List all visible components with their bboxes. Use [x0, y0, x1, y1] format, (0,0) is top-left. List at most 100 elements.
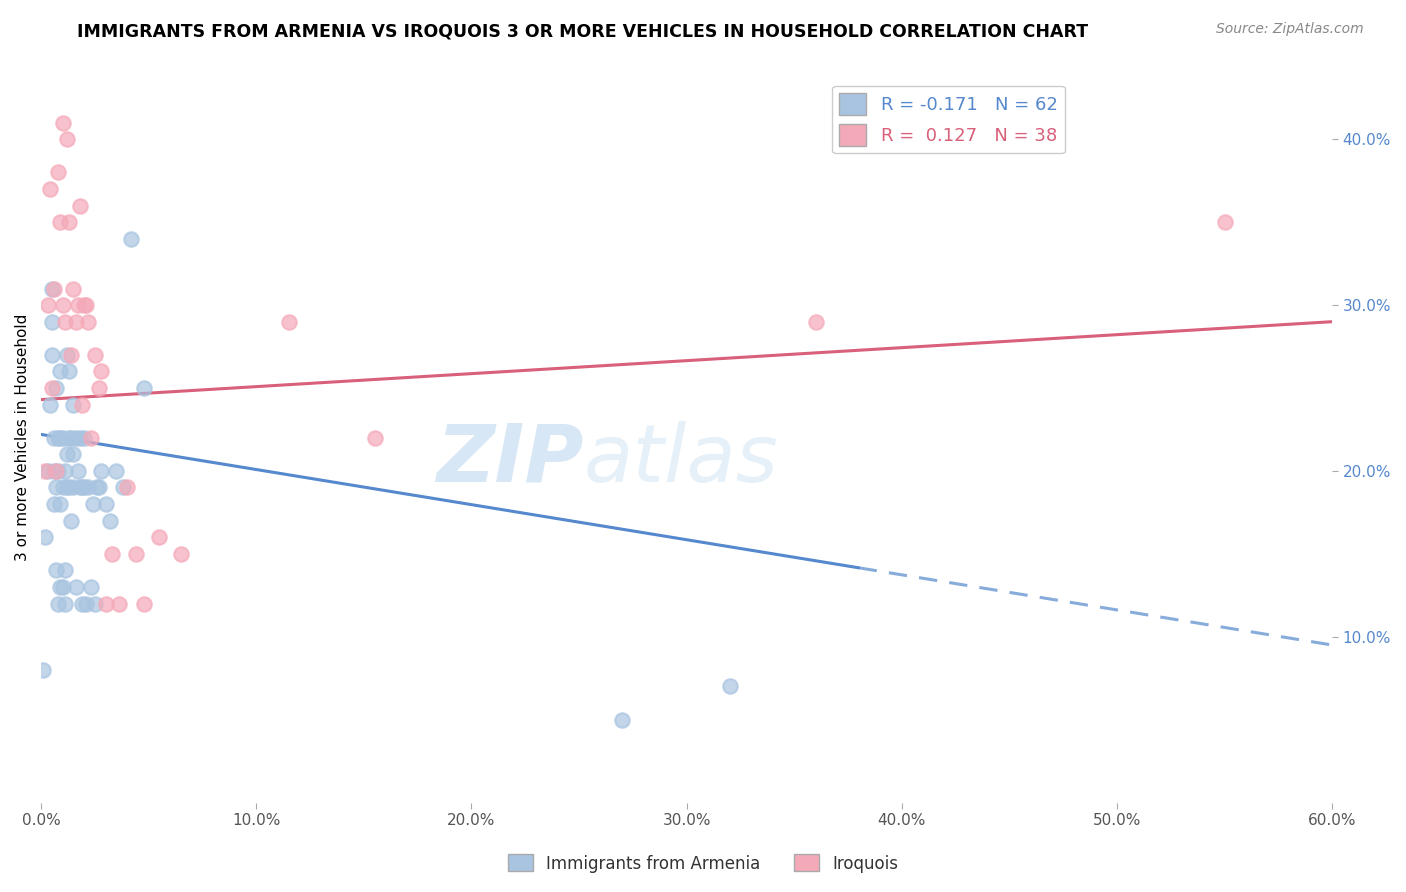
- Point: [60, 431, 83, 445]
- Point: [62, 281, 84, 295]
- Point: [42, 281, 65, 295]
- Point: [53, 464, 76, 478]
- Point: [73, 431, 96, 445]
- Point: [89, 481, 111, 495]
- Point: [69, 481, 91, 495]
- Point: [66, 464, 89, 478]
- Point: [52, 116, 75, 130]
- Point: [90, 464, 112, 478]
- Y-axis label: 3 or more Vehicles in Household: 3 or more Vehicles in Household: [15, 314, 30, 561]
- Point: [38, 398, 60, 412]
- Point: [134, 381, 156, 395]
- Point: [1213, 215, 1236, 229]
- Text: atlas: atlas: [583, 421, 778, 499]
- Point: [82, 497, 104, 511]
- Point: [37, 464, 59, 478]
- Point: [75, 298, 97, 312]
- Point: [58, 364, 80, 378]
- Point: [804, 315, 827, 329]
- Point: [70, 481, 93, 495]
- Point: [53, 597, 76, 611]
- Point: [52, 298, 75, 312]
- Point: [45, 563, 67, 577]
- Point: [41, 281, 63, 295]
- Point: [58, 431, 80, 445]
- Point: [69, 431, 91, 445]
- Point: [45, 464, 67, 478]
- Point: [41, 315, 63, 329]
- Point: [718, 680, 741, 694]
- Point: [65, 315, 87, 329]
- Point: [60, 348, 83, 362]
- Point: [105, 464, 128, 478]
- Point: [111, 481, 134, 495]
- Point: [34, 530, 56, 544]
- Point: [38, 182, 60, 196]
- Point: [32, 663, 55, 677]
- Point: [66, 298, 89, 312]
- Point: [49, 580, 72, 594]
- Point: [42, 464, 65, 478]
- Point: [363, 431, 385, 445]
- Point: [134, 597, 156, 611]
- Point: [46, 165, 69, 179]
- Point: [79, 580, 101, 594]
- Legend: Immigrants from Armenia, Iroquois: Immigrants from Armenia, Iroquois: [501, 847, 905, 880]
- Point: [148, 530, 170, 544]
- Point: [53, 563, 76, 577]
- Point: [49, 497, 72, 511]
- Point: [79, 431, 101, 445]
- Point: [49, 431, 72, 445]
- Point: [58, 481, 80, 495]
- Point: [45, 381, 67, 395]
- Point: [56, 132, 79, 146]
- Point: [86, 481, 108, 495]
- Point: [37, 298, 59, 312]
- Point: [46, 597, 69, 611]
- Point: [56, 348, 79, 362]
- Point: [610, 713, 633, 727]
- Point: [94, 597, 117, 611]
- Point: [101, 547, 124, 561]
- Point: [94, 497, 117, 511]
- Point: [75, 597, 97, 611]
- Point: [42, 431, 65, 445]
- Point: [60, 514, 83, 528]
- Point: [62, 481, 84, 495]
- Point: [70, 398, 93, 412]
- Point: [73, 298, 96, 312]
- Point: [49, 215, 72, 229]
- Point: [53, 315, 76, 329]
- Point: [42, 497, 65, 511]
- Point: [52, 580, 75, 594]
- Point: [125, 547, 148, 561]
- Text: IMMIGRANTS FROM ARMENIA VS IROQUOIS 3 OR MORE VEHICLES IN HOUSEHOLD CORRELATION : IMMIGRANTS FROM ARMENIA VS IROQUOIS 3 OR…: [77, 22, 1088, 40]
- Point: [65, 580, 87, 594]
- Point: [49, 364, 72, 378]
- Point: [46, 464, 69, 478]
- Point: [56, 447, 79, 461]
- Point: [56, 481, 79, 495]
- Point: [46, 431, 69, 445]
- Point: [41, 381, 63, 395]
- Point: [277, 315, 299, 329]
- Point: [52, 481, 75, 495]
- Point: [107, 597, 129, 611]
- Point: [89, 381, 111, 395]
- Point: [83, 348, 105, 362]
- Point: [90, 364, 112, 378]
- Point: [70, 597, 93, 611]
- Point: [62, 398, 84, 412]
- Point: [77, 315, 100, 329]
- Text: ZIP: ZIP: [436, 421, 583, 499]
- Point: [73, 481, 96, 495]
- Point: [34, 464, 56, 478]
- Text: Source: ZipAtlas.com: Source: ZipAtlas.com: [1216, 22, 1364, 37]
- Point: [83, 597, 105, 611]
- Legend: R = -0.171   N = 62, R =  0.127   N = 38: R = -0.171 N = 62, R = 0.127 N = 38: [832, 86, 1064, 153]
- Point: [45, 481, 67, 495]
- Point: [52, 431, 75, 445]
- Point: [77, 481, 100, 495]
- Point: [62, 447, 84, 461]
- Point: [115, 481, 138, 495]
